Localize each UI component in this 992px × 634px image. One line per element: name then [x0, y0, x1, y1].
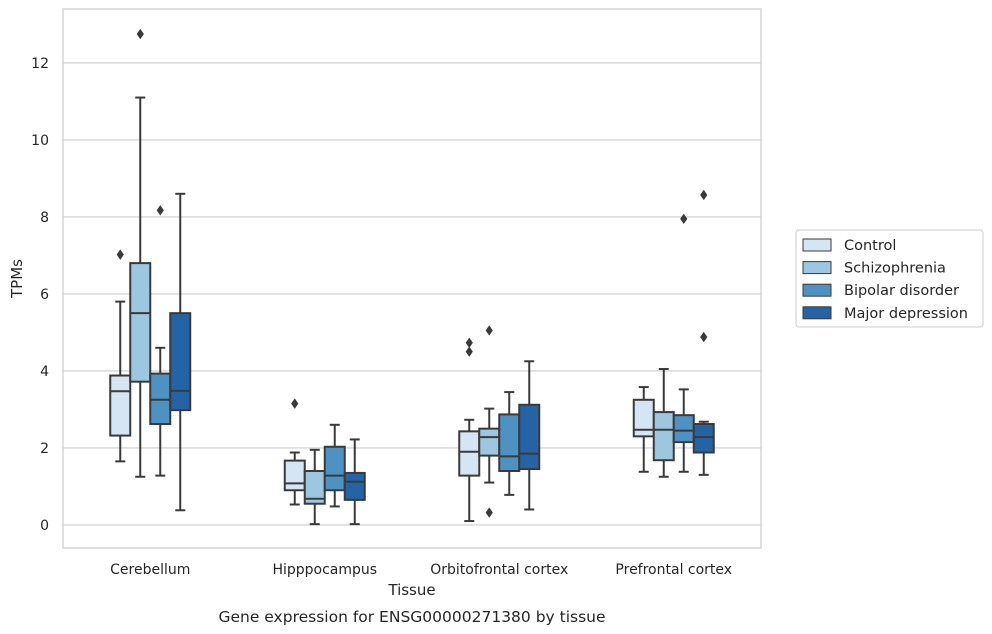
plot-area [109, 28, 715, 526]
y-tick-label: 8 [40, 210, 49, 226]
x-tick-label: Prefrontal cortex [615, 562, 732, 578]
box-iqr [169, 312, 192, 412]
box-schizophrenia-hipppocampus [303, 448, 326, 526]
box-iqr [652, 411, 675, 462]
y-axis: 0 2 4 6 8 10 12 [31, 56, 49, 534]
y-tick-label: 10 [31, 133, 49, 149]
legend-frame [795, 229, 984, 328]
box-major-depression-prefrontal-cortex [692, 189, 715, 476]
box-iqr [498, 413, 521, 472]
box-iqr [692, 423, 715, 454]
box-iqr [283, 459, 306, 492]
box-iqr [672, 414, 695, 444]
box-iqr [518, 403, 541, 471]
box-schizophrenia-prefrontal-cortex [652, 367, 675, 478]
box-control-orbitofrontal-cortex [458, 337, 481, 523]
x-axis: Cerebellum Hipppocampus Orbitofrontal cort… [110, 562, 732, 578]
box-control-hipppocampus [283, 398, 306, 506]
box-schizophrenia-orbitofrontal-cortex [478, 325, 501, 518]
outlier-point [485, 325, 493, 336]
outlier-point [465, 346, 473, 357]
box-iqr [323, 445, 346, 492]
legend-swatch-schizophrenia [802, 261, 832, 275]
outlier-point [485, 507, 493, 518]
y-tick-label: 6 [40, 287, 49, 303]
box-iqr [343, 471, 366, 501]
y-axis-label: TPMs [8, 259, 26, 299]
box-iqr [129, 262, 152, 383]
outlier-point [156, 205, 164, 216]
outlier-point [680, 213, 688, 225]
x-tick-label: Cerebellum [110, 562, 190, 578]
outlier-point [700, 331, 708, 343]
box-iqr [458, 430, 481, 477]
outlier-point [291, 398, 299, 409]
chart-caption: Gene expression for ENSG00000271380 by t… [218, 608, 605, 626]
box-major-depression-orbitofrontal-cortex [518, 360, 541, 511]
box-major-depression-cerebellum [169, 192, 192, 512]
outlier-point [136, 28, 144, 40]
box-control-cerebellum [109, 249, 132, 463]
legend-swatch-bipolar-disorder [802, 283, 832, 297]
legend-swatch-control [802, 238, 832, 252]
plot-frame [62, 8, 762, 549]
y-tick-label: 4 [40, 364, 49, 380]
box-bipolar-disorder-orbitofrontal-cortex [498, 391, 521, 496]
box-bipolar-disorder-cerebellum [149, 205, 172, 477]
outlier-point [465, 337, 473, 348]
box-iqr [109, 374, 132, 437]
legend-label-schizophrenia: Schizophrenia [844, 261, 946, 277]
y-tick-label: 2 [40, 441, 49, 457]
legend-label-major-depression: Major depression [844, 306, 968, 322]
box-bipolar-disorder-hipppocampus [323, 423, 346, 508]
outlier-point [116, 249, 124, 260]
legend: Control Schizophrenia Bipolar disorder Majo… [795, 229, 984, 328]
legend-label-bipolar-disorder: Bipolar disorder [844, 283, 959, 299]
x-tick-label: Hipppocampus [272, 562, 377, 578]
box-control-prefrontal-cortex [632, 386, 655, 473]
legend-swatch-major-depression [802, 306, 832, 320]
outlier-point [700, 189, 708, 201]
y-tick-label: 0 [40, 518, 49, 534]
box-bipolar-disorder-prefrontal-cortex [672, 213, 695, 473]
y-tick-label: 12 [31, 56, 49, 72]
box-schizophrenia-cerebellum [129, 28, 152, 478]
x-tick-label: Orbitofrontal cortex [430, 562, 568, 578]
x-axis-label: Tissue [387, 581, 435, 599]
legend-label-control: Control [844, 238, 896, 254]
box-iqr [478, 427, 501, 457]
box-major-depression-hipppocampus [343, 438, 366, 526]
box-iqr [632, 398, 655, 438]
